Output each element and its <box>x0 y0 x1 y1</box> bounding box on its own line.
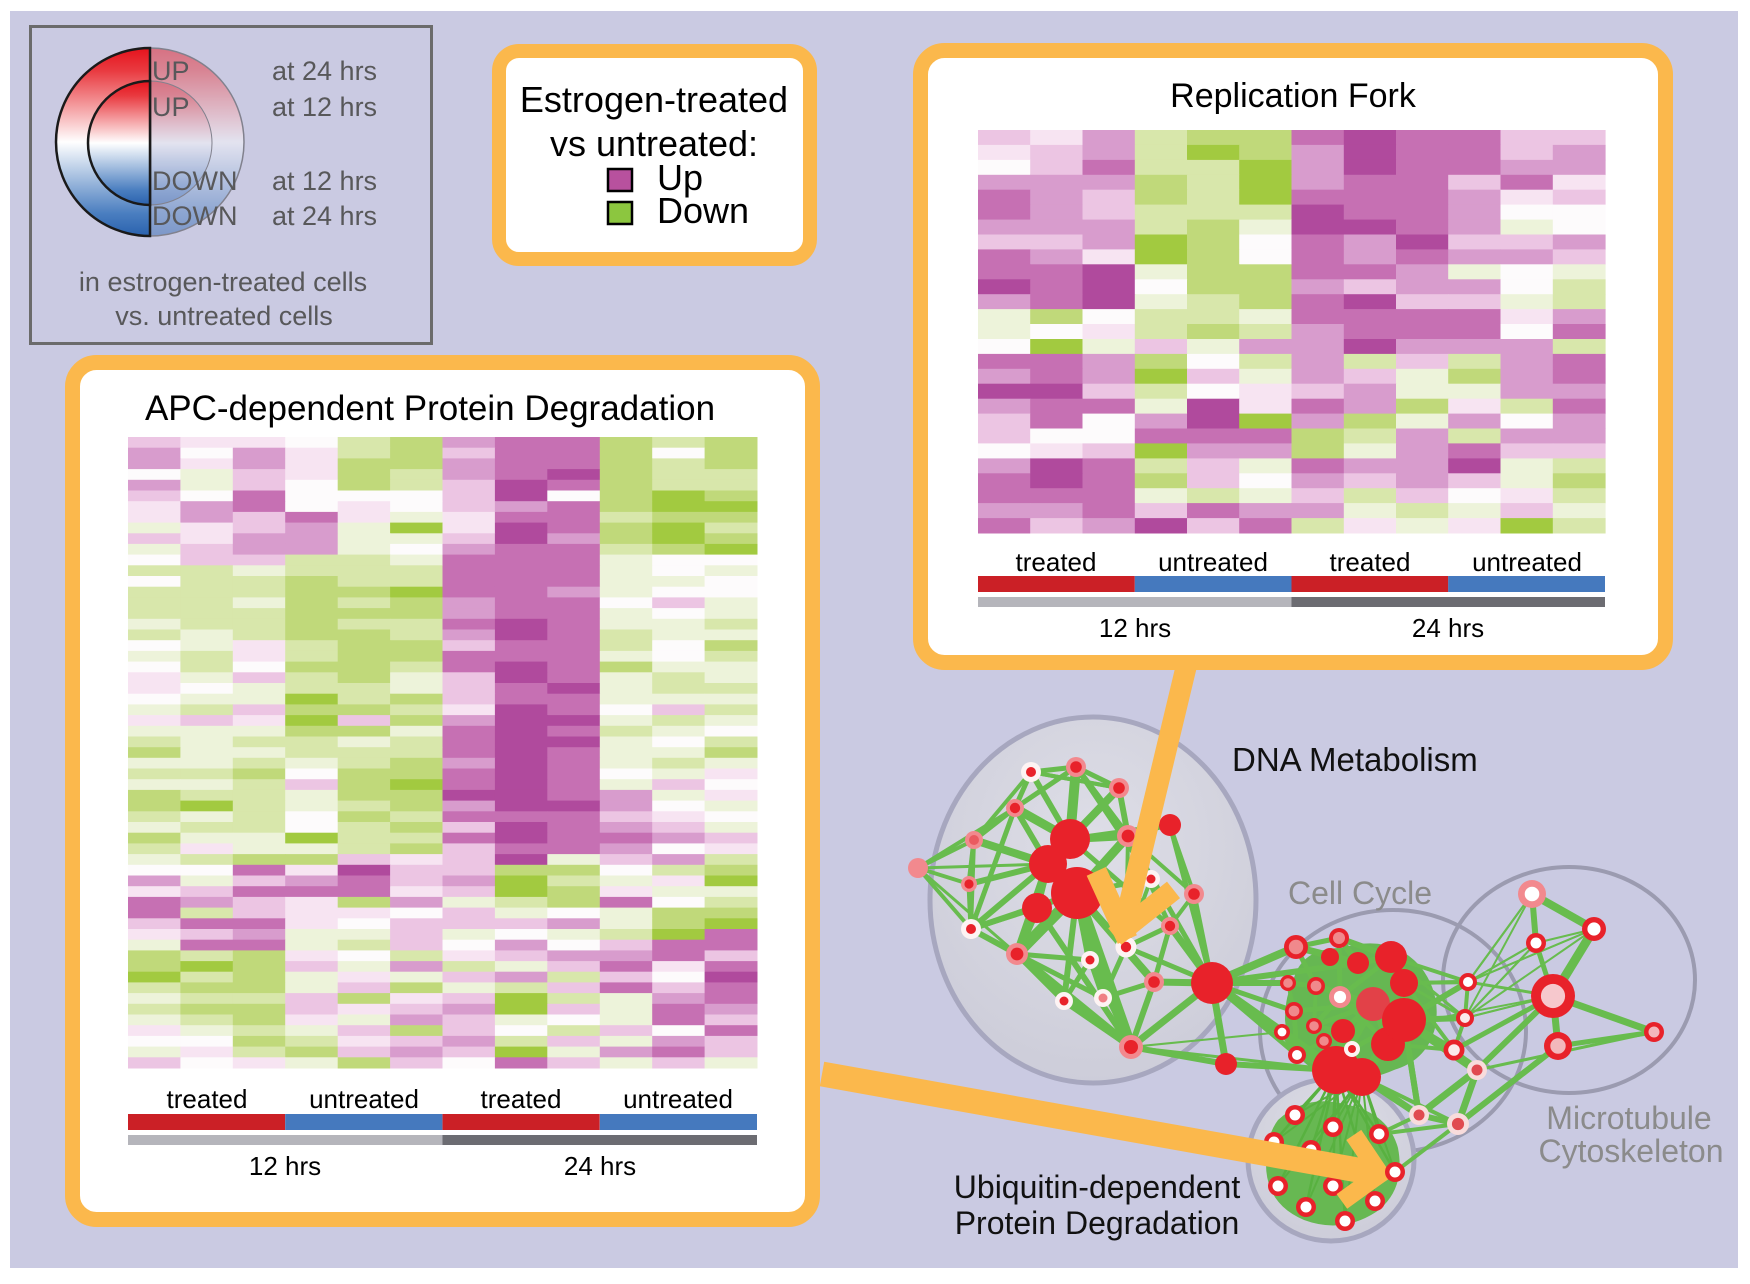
svg-text:Microtubule: Microtubule <box>1546 1100 1711 1136</box>
svg-text:24 hrs: 24 hrs <box>1412 613 1484 643</box>
svg-text:Estrogen-treated: Estrogen-treated <box>520 79 788 120</box>
svg-text:UP: UP <box>152 56 190 86</box>
svg-text:DOWN: DOWN <box>152 201 237 231</box>
svg-text:DNA Metabolism: DNA Metabolism <box>1232 741 1478 778</box>
svg-text:at 24 hrs: at 24 hrs <box>272 201 377 231</box>
svg-text:Protein Degradation: Protein Degradation <box>955 1205 1240 1241</box>
svg-text:treated: treated <box>1330 547 1411 577</box>
svg-text:vs. untreated cells: vs. untreated cells <box>115 301 333 331</box>
svg-text:at 12 hrs: at 12 hrs <box>272 166 377 196</box>
svg-text:UP: UP <box>152 92 190 122</box>
svg-text:DOWN: DOWN <box>152 166 237 196</box>
svg-text:treated: treated <box>167 1084 248 1114</box>
svg-text:12 hrs: 12 hrs <box>249 1151 321 1181</box>
svg-text:12 hrs: 12 hrs <box>1099 613 1171 643</box>
svg-text:untreated: untreated <box>309 1084 419 1114</box>
svg-text:Cell Cycle: Cell Cycle <box>1288 875 1432 911</box>
svg-text:Up: Up <box>657 157 703 198</box>
svg-text:treated: treated <box>481 1084 562 1114</box>
svg-text:vs untreated:: vs untreated: <box>550 123 758 164</box>
svg-text:Ubiquitin-dependent: Ubiquitin-dependent <box>954 1169 1241 1205</box>
svg-text:at 24 hrs: at 24 hrs <box>272 56 377 86</box>
svg-text:24 hrs: 24 hrs <box>564 1151 636 1181</box>
svg-text:untreated: untreated <box>1158 547 1268 577</box>
svg-text:at 12 hrs: at 12 hrs <box>272 92 377 122</box>
svg-text:in estrogen-treated cells: in estrogen-treated cells <box>79 267 367 297</box>
svg-text:APC-dependent Protein Degradat: APC-dependent Protein Degradation <box>145 389 715 428</box>
svg-text:untreated: untreated <box>623 1084 733 1114</box>
svg-text:untreated: untreated <box>1472 547 1582 577</box>
svg-text:Replication Fork: Replication Fork <box>1170 77 1417 115</box>
svg-text:Down: Down <box>657 190 749 231</box>
svg-text:treated: treated <box>1016 547 1097 577</box>
svg-text:Cytoskeleton: Cytoskeleton <box>1539 1133 1724 1169</box>
